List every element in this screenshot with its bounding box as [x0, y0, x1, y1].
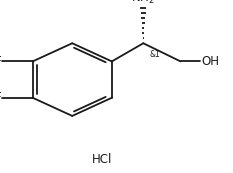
Text: NH$_2$: NH$_2$ [131, 0, 155, 6]
Text: OH: OH [202, 55, 219, 68]
Text: F: F [0, 91, 1, 104]
Text: HCl: HCl [92, 153, 113, 166]
Text: &1: &1 [150, 50, 161, 59]
Text: F: F [0, 55, 1, 68]
